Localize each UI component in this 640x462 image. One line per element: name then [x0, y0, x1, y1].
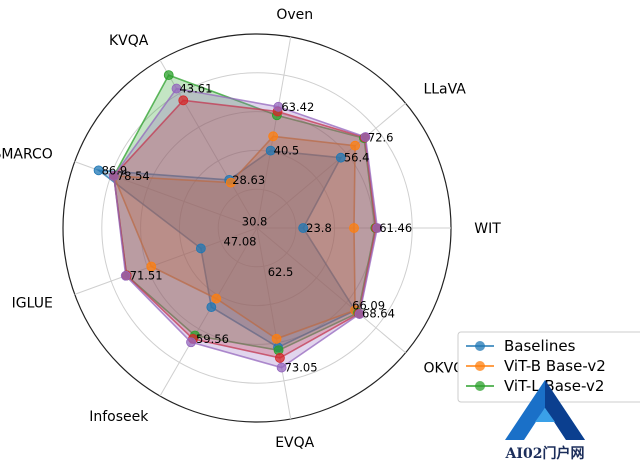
series-point	[108, 170, 119, 181]
series-point	[268, 131, 279, 142]
series-point	[211, 293, 222, 304]
value-label: 71.51	[130, 268, 163, 282]
axis-label: LLaVA	[423, 81, 466, 97]
series-point	[349, 223, 359, 233]
grid-spoke	[256, 227, 292, 420]
series-point	[335, 152, 346, 163]
axis-label: MSMARCO	[0, 147, 53, 163]
grid-spoke	[74, 227, 258, 295]
series-point	[354, 309, 365, 319]
series-point	[225, 177, 236, 188]
series-point	[171, 83, 182, 94]
series-area-0	[95, 149, 357, 349]
series-point	[372, 223, 383, 233]
series-point	[163, 70, 174, 81]
series-point	[273, 101, 284, 112]
series-point	[271, 333, 282, 344]
value-label: 40.5	[274, 144, 300, 158]
series-point	[265, 145, 276, 156]
value-label: 68.64	[362, 307, 395, 321]
legend-marker	[475, 361, 485, 371]
legend-marker	[475, 381, 485, 391]
axis-label: IGLUE	[12, 295, 53, 311]
series-point	[206, 302, 217, 312]
value-label: 63.42	[281, 100, 314, 114]
value-label: 66.09	[352, 298, 385, 312]
value-label: 61.46	[379, 221, 412, 235]
radar-series	[93, 70, 383, 373]
series-point	[93, 165, 104, 176]
value-label: 72.6	[368, 130, 394, 144]
value-label: 47.08	[224, 234, 257, 248]
series-point	[120, 270, 131, 281]
axis-label: WIT	[474, 221, 501, 237]
watermark-logo: AI02门户网	[505, 380, 585, 462]
series-point	[276, 362, 287, 373]
axis-label: Infoseek	[89, 409, 149, 425]
series-point	[178, 95, 189, 106]
value-label: 28.63	[232, 173, 265, 187]
axis-label: Oven	[276, 7, 313, 23]
legend-entry: ViT-B Base-v2	[504, 357, 606, 375]
value-label: 59.56	[196, 332, 229, 346]
grid-spoke	[74, 161, 258, 229]
grid-spoke	[159, 227, 258, 397]
axis-label: EVQA	[275, 435, 314, 451]
radar-grid	[62, 33, 452, 423]
series-area-4	[112, 87, 379, 369]
series-point	[350, 140, 360, 151]
legend-marker	[475, 341, 485, 351]
value-label: 73.05	[285, 361, 318, 375]
value-label: 78.54	[117, 169, 150, 183]
series-point	[186, 337, 196, 348]
value-label: 56.4	[344, 151, 370, 165]
value-label: 30.8	[242, 214, 268, 228]
value-label: 86.9	[102, 163, 128, 177]
series-point	[298, 223, 309, 233]
series-point	[360, 132, 371, 142]
value-label: 62.5	[268, 265, 294, 279]
series-point	[195, 243, 206, 254]
legend-entry: ViT-L Base-v2	[504, 377, 604, 395]
grid-spoke	[256, 227, 406, 354]
axis-labels: WIT LLaVA Oven KVQA MSMARCO IGLUE Infoseek EVQA…	[0, 7, 501, 451]
legend: Baselines ViT-B Base-v2 ViT-L Base-v2	[457, 331, 640, 403]
watermark-text: AI02门户网	[505, 445, 585, 462]
value-labels: 61.46 23.8 72.6 56.4 63.42 40.5 43.61 28.63 86.9…	[102, 82, 413, 375]
grid-spoke	[256, 102, 406, 229]
series-point	[146, 261, 157, 272]
series-area-1	[112, 135, 356, 340]
value-label: 23.8	[306, 221, 332, 235]
value-label: 43.61	[179, 82, 212, 96]
legend-entry: Baselines	[504, 337, 576, 355]
series-point	[275, 353, 285, 363]
axis-label: KVQA	[109, 33, 149, 49]
